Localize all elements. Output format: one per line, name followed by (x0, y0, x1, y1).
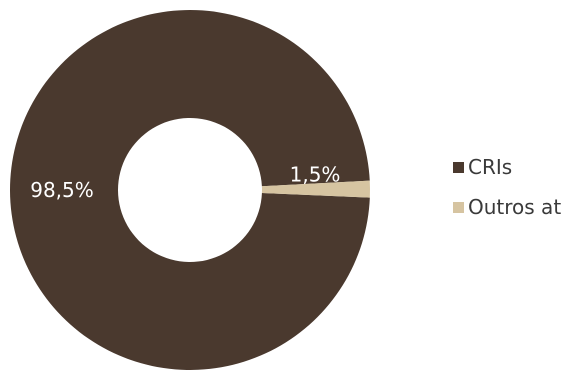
legend-label-outros: Outros at (468, 195, 562, 219)
legend-label-cris: CRIs (468, 155, 513, 179)
slice-cris (10, 10, 370, 370)
slice-outros (261, 180, 370, 198)
data-label-outros: 1,5% (290, 162, 341, 186)
chart-legend: CRIs Outros at (453, 153, 561, 233)
legend-swatch-cris (453, 161, 464, 173)
legend-swatch-outros (453, 201, 464, 213)
data-label-cris: 98,5% (30, 178, 94, 202)
legend-item-cris: CRIs (453, 153, 561, 181)
legend-item-outros: Outros at (453, 193, 561, 221)
